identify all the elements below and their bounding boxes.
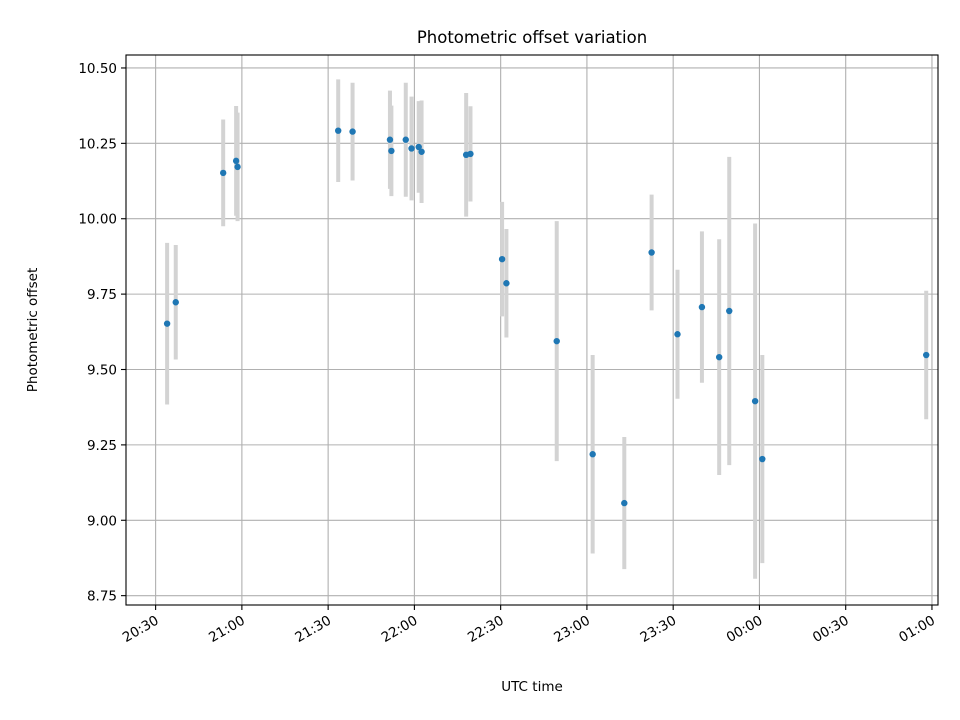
data-point [219,169,227,177]
data-point [335,127,342,134]
chart-title: Photometric offset variation [417,28,647,47]
data-point [751,397,759,405]
data-points [163,127,930,507]
data-point [698,303,706,311]
data-point [726,307,733,315]
data-point [232,157,240,165]
y-tick-label: 10.50 [78,61,117,77]
data-point [234,163,241,171]
data-point [415,143,422,151]
data-point [674,331,681,338]
y-tick-label: 9.00 [87,513,117,529]
data-point [402,136,409,143]
data-point [349,128,356,135]
data-point [759,455,766,463]
y-tick-label: 8.75 [87,589,117,605]
y-tick-label: 9.50 [87,363,117,379]
data-point [503,280,510,287]
data-point [163,320,171,327]
data-point [648,249,655,256]
data-point [172,299,179,306]
data-point [589,451,596,458]
x-axis-label: UTC time [501,679,563,695]
y-tick-label: 9.75 [87,287,117,303]
data-point [388,147,395,155]
y-axis-label: Photometric offset [25,268,41,392]
data-point [715,353,723,361]
data-point [408,145,415,152]
plot-frame [125,54,939,606]
y-tick-label: 9.25 [87,438,117,454]
data-point [923,351,930,359]
data-point [553,337,560,345]
data-point [467,150,474,158]
grid [126,55,938,605]
y-tick-label: 10.25 [78,136,117,152]
data-point [621,499,628,507]
data-point [386,136,394,143]
y-tick-label: 10.00 [78,212,117,228]
data-point [498,255,506,263]
data-point [418,148,425,155]
